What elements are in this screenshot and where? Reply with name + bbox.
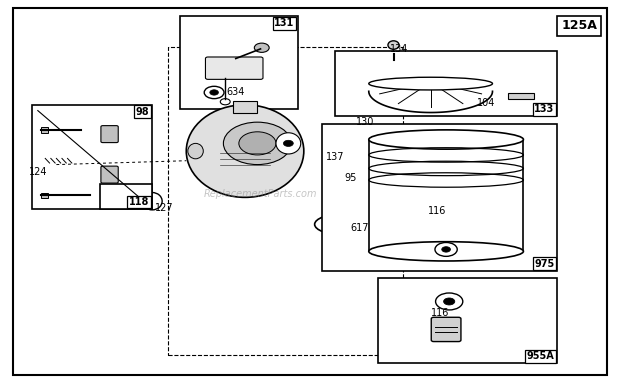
Text: 116: 116: [428, 206, 446, 216]
Ellipse shape: [186, 105, 304, 197]
Ellipse shape: [276, 133, 301, 154]
Text: 95: 95: [344, 173, 356, 183]
Circle shape: [365, 178, 373, 182]
FancyBboxPatch shape: [37, 158, 45, 164]
Ellipse shape: [314, 214, 373, 235]
Text: 118: 118: [129, 197, 149, 207]
FancyBboxPatch shape: [100, 184, 153, 209]
Text: 955A: 955A: [526, 351, 554, 361]
FancyBboxPatch shape: [41, 193, 48, 198]
FancyBboxPatch shape: [205, 57, 263, 79]
Text: 116: 116: [431, 308, 449, 318]
Text: 137: 137: [326, 152, 344, 162]
Ellipse shape: [388, 41, 399, 49]
Circle shape: [210, 90, 218, 95]
Text: 125A: 125A: [561, 19, 597, 32]
FancyBboxPatch shape: [232, 101, 257, 113]
Text: 124: 124: [29, 167, 47, 177]
FancyBboxPatch shape: [32, 105, 153, 209]
Text: 634: 634: [226, 87, 245, 98]
Circle shape: [435, 243, 457, 256]
Text: 131: 131: [274, 18, 294, 28]
Text: 975: 975: [534, 259, 554, 269]
FancyBboxPatch shape: [41, 127, 48, 133]
Ellipse shape: [369, 130, 523, 149]
Ellipse shape: [188, 143, 203, 159]
Circle shape: [204, 86, 224, 99]
FancyBboxPatch shape: [101, 166, 118, 183]
Circle shape: [239, 132, 276, 155]
FancyBboxPatch shape: [369, 140, 523, 251]
FancyBboxPatch shape: [508, 93, 534, 99]
Text: ReplacementParts.com: ReplacementParts.com: [204, 188, 317, 199]
Ellipse shape: [323, 217, 365, 232]
Text: 134: 134: [391, 44, 409, 54]
Text: 98: 98: [136, 107, 149, 117]
Ellipse shape: [331, 171, 351, 182]
Text: 127: 127: [156, 203, 174, 213]
Text: 617: 617: [350, 223, 369, 233]
Circle shape: [283, 140, 293, 146]
Circle shape: [444, 298, 454, 305]
FancyBboxPatch shape: [13, 9, 607, 375]
FancyBboxPatch shape: [335, 51, 557, 116]
FancyBboxPatch shape: [322, 124, 557, 271]
Ellipse shape: [325, 168, 357, 185]
Circle shape: [220, 99, 230, 105]
Circle shape: [436, 293, 463, 310]
FancyBboxPatch shape: [432, 317, 461, 342]
Circle shape: [388, 60, 399, 67]
Ellipse shape: [369, 242, 523, 261]
FancyBboxPatch shape: [101, 126, 118, 142]
Text: 130: 130: [356, 117, 374, 127]
Circle shape: [223, 122, 291, 164]
FancyBboxPatch shape: [180, 16, 298, 109]
Circle shape: [442, 247, 450, 252]
Circle shape: [254, 43, 269, 52]
Ellipse shape: [369, 77, 492, 90]
Text: 104: 104: [477, 98, 495, 108]
Ellipse shape: [143, 193, 162, 210]
FancyBboxPatch shape: [378, 278, 557, 363]
Text: 133: 133: [534, 104, 554, 115]
